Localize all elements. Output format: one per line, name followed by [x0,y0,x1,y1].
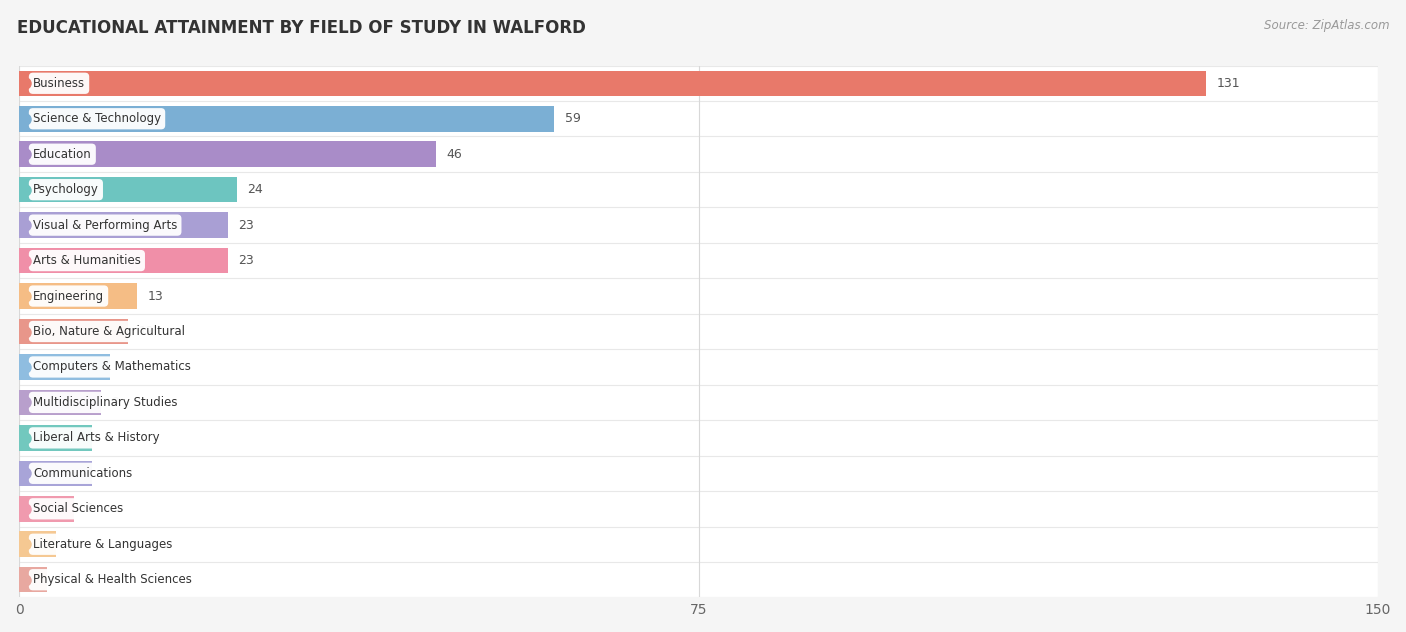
Text: 3: 3 [58,573,65,586]
Bar [20,212,228,238]
Bar [20,385,1378,420]
Bar [20,283,138,309]
Text: Physical & Health Sciences: Physical & Health Sciences [32,573,191,586]
Bar [20,532,56,557]
Text: EDUCATIONAL ATTAINMENT BY FIELD OF STUDY IN WALFORD: EDUCATIONAL ATTAINMENT BY FIELD OF STUDY… [17,19,586,37]
Bar [20,207,1378,243]
Text: Engineering: Engineering [32,289,104,303]
Text: 4: 4 [66,538,75,550]
Bar [20,425,91,451]
Text: 23: 23 [239,219,254,231]
Text: Visual & Performing Arts: Visual & Performing Arts [32,219,177,231]
Text: 9: 9 [111,396,120,409]
Bar [20,172,1378,207]
Bar [20,354,110,380]
Text: 46: 46 [447,148,463,161]
Text: Social Sciences: Social Sciences [32,502,124,515]
Text: Bio, Nature & Agricultural: Bio, Nature & Agricultural [32,325,186,338]
Text: 13: 13 [148,289,163,303]
Text: Psychology: Psychology [32,183,98,196]
Bar [20,319,128,344]
Text: Arts & Humanities: Arts & Humanities [32,254,141,267]
Text: Computers & Mathematics: Computers & Mathematics [32,360,191,374]
Bar [20,567,46,592]
Text: 10: 10 [121,360,136,374]
Text: 8: 8 [103,432,111,444]
Text: Liberal Arts & History: Liberal Arts & History [32,432,160,444]
Bar [20,177,236,202]
Bar [20,491,1378,526]
Bar [20,562,1378,597]
Text: Business: Business [32,77,86,90]
Text: Source: ZipAtlas.com: Source: ZipAtlas.com [1264,19,1389,32]
Bar [20,456,1378,491]
Text: Literature & Languages: Literature & Languages [32,538,173,550]
Text: 6: 6 [84,502,93,515]
Bar [20,390,101,415]
Bar [20,106,554,131]
Bar [20,142,436,167]
Text: 131: 131 [1216,77,1240,90]
Text: 24: 24 [247,183,263,196]
Bar [20,137,1378,172]
Text: Multidisciplinary Studies: Multidisciplinary Studies [32,396,177,409]
Text: Education: Education [32,148,91,161]
Text: Science & Technology: Science & Technology [32,112,162,125]
Bar [20,420,1378,456]
Text: 12: 12 [139,325,155,338]
Bar [20,278,1378,313]
Bar [20,461,91,486]
Text: 59: 59 [565,112,581,125]
Bar [20,101,1378,137]
Bar [20,496,73,521]
Bar [20,243,1378,278]
Bar [20,526,1378,562]
Text: 8: 8 [103,467,111,480]
Bar [20,248,228,274]
Bar [20,71,1206,96]
Text: 23: 23 [239,254,254,267]
Text: Communications: Communications [32,467,132,480]
Bar [20,66,1378,101]
Bar [20,313,1378,349]
Bar [20,349,1378,385]
